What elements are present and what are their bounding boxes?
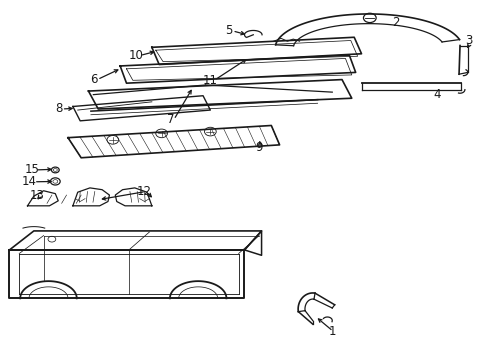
Text: 10: 10	[128, 49, 143, 62]
Text: 1: 1	[328, 325, 335, 338]
Text: 4: 4	[432, 88, 440, 101]
Text: 13: 13	[30, 189, 44, 202]
Text: 3: 3	[464, 34, 471, 48]
Text: 9: 9	[255, 141, 263, 154]
Text: 15: 15	[25, 163, 40, 176]
Text: 2: 2	[391, 17, 399, 30]
Text: 5: 5	[225, 24, 232, 37]
Text: 7: 7	[166, 113, 174, 126]
Text: 6: 6	[90, 73, 98, 86]
Text: 14: 14	[21, 175, 37, 188]
Text: 11: 11	[203, 74, 218, 87]
Text: 8: 8	[56, 103, 63, 116]
Text: 12: 12	[137, 185, 152, 198]
